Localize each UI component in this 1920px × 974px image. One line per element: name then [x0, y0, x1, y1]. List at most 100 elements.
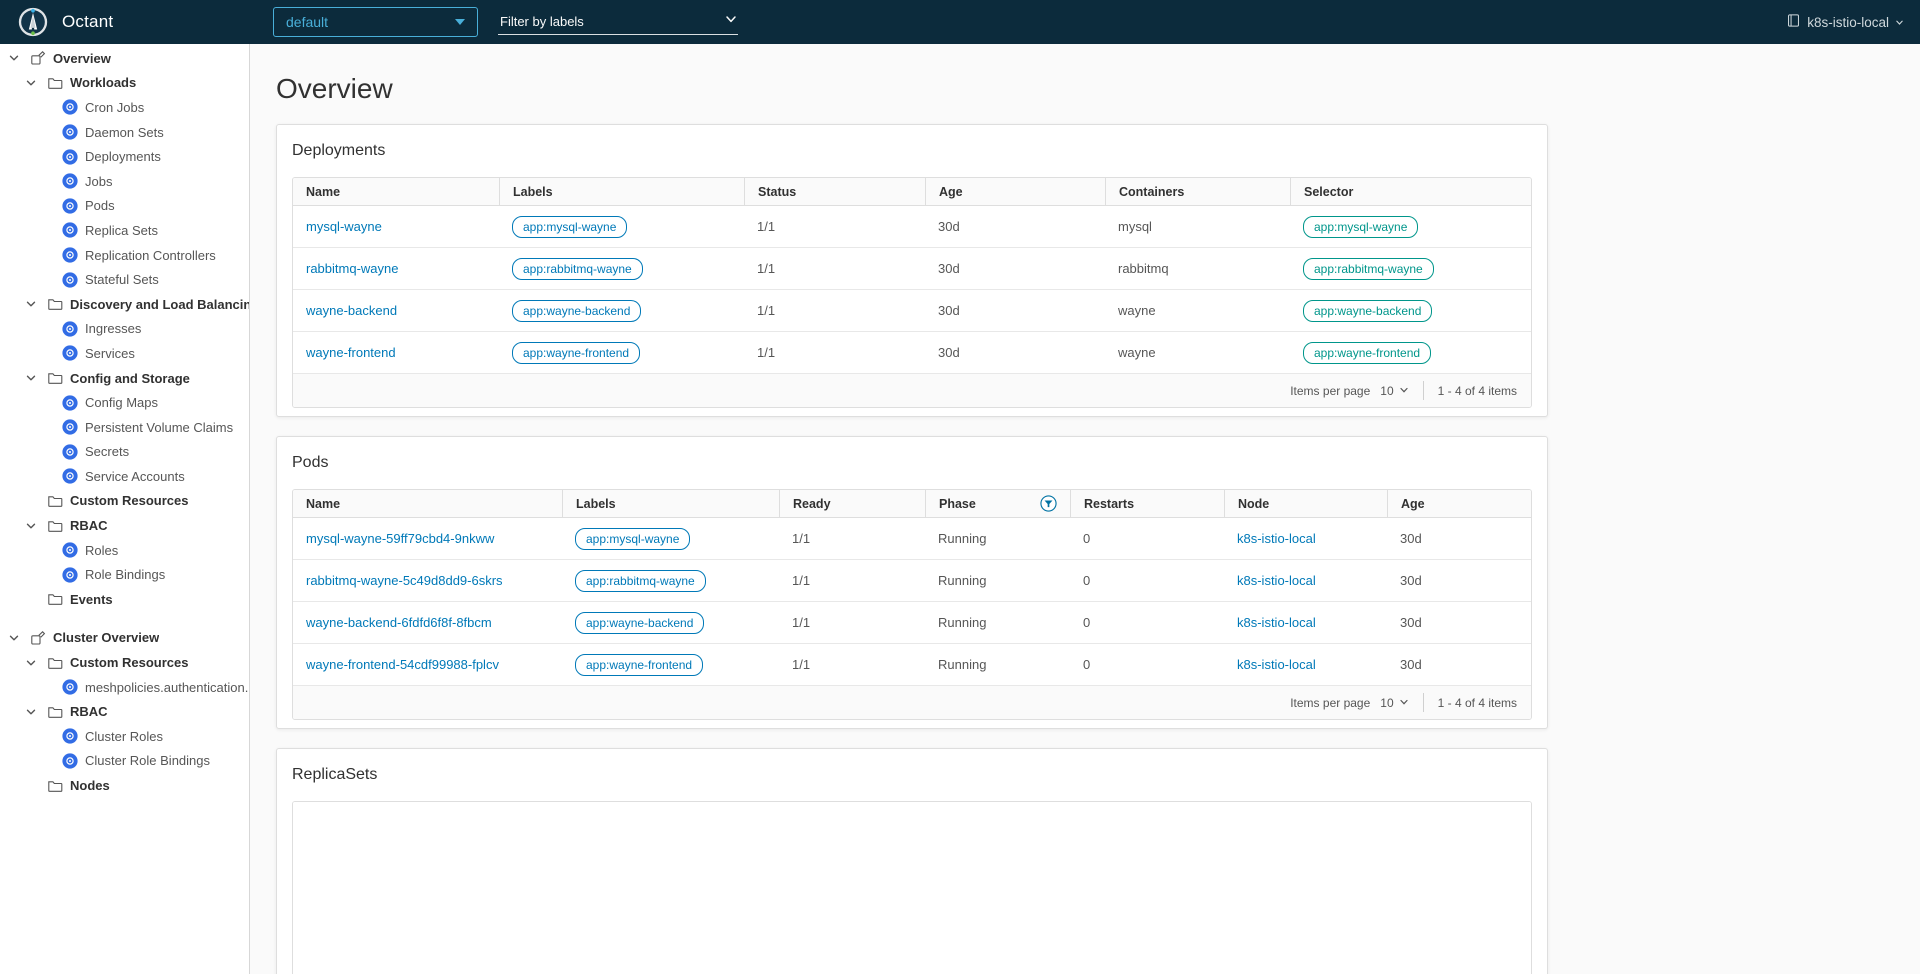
cell-value: wayne [1118, 303, 1156, 318]
filter-icon[interactable] [1040, 495, 1057, 512]
label-filter-select[interactable]: Filter by labels [498, 8, 738, 35]
column-header-label: Name [306, 184, 341, 199]
sidebar-item-cluster-role-bindings[interactable]: Cluster Role Bindings [0, 749, 249, 774]
sidebar-item-rbac[interactable]: RBAC [0, 513, 249, 538]
sidebar-item-meshpolicies-authentication-isti[interactable]: meshpolicies.authentication.isti [0, 675, 249, 700]
cell-value: 1/1 [792, 615, 811, 630]
namespace-selector[interactable]: default [273, 7, 478, 37]
sidebar-item-label: Config Maps [85, 395, 158, 411]
section-title: ReplicaSets [292, 766, 378, 783]
cell-value: Running [938, 573, 987, 588]
sidebar-item-deployments[interactable]: Deployments [0, 144, 249, 169]
sidebar-item-daemon-sets[interactable]: Daemon Sets [0, 120, 249, 145]
chevron-down-icon[interactable] [25, 657, 37, 669]
cell-age: 30d [925, 206, 1105, 247]
name-link[interactable]: rabbitmq-wayne [306, 261, 399, 276]
section-card-replicasets: ReplicaSets [276, 748, 1548, 974]
sidebar-item-secrets[interactable]: Secrets [0, 440, 249, 465]
column-header-phase: Phase [925, 490, 1070, 517]
sidebar-item-discovery-and-load-balancing[interactable]: Discovery and Load Balancing [0, 292, 249, 317]
chevron-down-icon [1399, 696, 1409, 710]
column-header-ready: Ready [779, 490, 925, 517]
sidebar-item-cluster-overview[interactable]: Cluster Overview [0, 626, 249, 651]
sidebar-item-label: Overview [53, 50, 111, 66]
page-title: Overview [276, 73, 393, 104]
sidebar-item-rbac[interactable]: RBAC [0, 699, 249, 724]
column-header-labels: Labels [499, 178, 744, 205]
name-link[interactable]: mysql-wayne [306, 219, 382, 234]
name-link[interactable]: wayne-frontend [306, 345, 396, 360]
chevron-down-icon[interactable] [25, 706, 37, 718]
sidebar-item-custom-resources[interactable]: Custom Resources [0, 489, 249, 514]
section-card-deployments: Deployments Name Labels Status Age Containers… [276, 124, 1548, 417]
pagination-range: 1 - 4 of 4 items [1422, 693, 1521, 712]
chevron-down-icon[interactable] [25, 372, 37, 384]
column-header-node: Node [1224, 490, 1387, 517]
name-link[interactable]: mysql-wayne-59ff79cbd4-9nkww [306, 531, 495, 546]
sidebar-item-pods[interactable]: Pods [0, 194, 249, 219]
name-link[interactable]: wayne-backend [306, 303, 398, 318]
sidebar-item-events[interactable]: Events [0, 587, 249, 612]
node-link[interactable]: k8s-istio-local [1237, 531, 1316, 546]
node-link[interactable]: k8s-istio-local [1237, 657, 1316, 672]
ingresses-icon [62, 321, 78, 337]
chevron-down-icon[interactable] [25, 520, 37, 532]
cell-node: k8s-istio-local [1224, 518, 1387, 559]
sidebar-item-services[interactable]: Services [0, 341, 249, 366]
cell-value: 0 [1083, 531, 1091, 546]
cell-labels: app:wayne-backend [562, 602, 779, 643]
sidebar-item-service-accounts[interactable]: Service Accounts [0, 464, 249, 489]
label-chip: app:mysql-wayne [575, 527, 691, 550]
name-link[interactable]: wayne-frontend-54cdf99988-fplcv [306, 657, 499, 672]
cell-phase: Running [925, 518, 1070, 559]
sidebar-item-label: Replica Sets [85, 222, 158, 238]
sidebar-item-roles[interactable]: Roles [0, 538, 249, 563]
node-link[interactable]: k8s-istio-local [1237, 573, 1316, 588]
cell-value: Running [938, 615, 987, 630]
node-link[interactable]: k8s-istio-local [1237, 615, 1316, 630]
sidebar-item-config-maps[interactable]: Config Maps [0, 390, 249, 415]
sidebar-item-persistent-volume-claims[interactable]: Persistent Volume Claims [0, 415, 249, 440]
sidebar-item-stateful-sets[interactable]: Stateful Sets [0, 267, 249, 292]
table-footer: Items per page 10 1 - 4 of 4 items [293, 374, 1531, 407]
sidebar-item-config-and-storage[interactable]: Config and Storage [0, 366, 249, 391]
sidebar-item-nodes[interactable]: Nodes [0, 773, 249, 798]
sidebar-item-jobs[interactable]: Jobs [0, 169, 249, 194]
table-header-row: Name Labels Status Age Containers Selector [293, 178, 1531, 206]
cell-ready: 1/1 [779, 644, 925, 685]
sidebar-item-workloads[interactable]: Workloads [0, 71, 249, 96]
sidebar-item-replication-controllers[interactable]: Replication Controllers [0, 243, 249, 268]
sidebar-item-overview[interactable]: Overview [0, 46, 249, 71]
column-header-age: Age [925, 178, 1105, 205]
sidebar-item-ingresses[interactable]: Ingresses [0, 317, 249, 342]
brand: Octant [18, 7, 113, 37]
page-size-select[interactable]: 10 [1380, 384, 1408, 398]
column-header-label: Status [758, 184, 797, 199]
services-icon [62, 345, 78, 362]
sidebar-item-label: Pods [85, 198, 115, 214]
name-link[interactable]: wayne-backend-6fdfd6f8f-8fbcm [306, 615, 492, 630]
chevron-down-icon[interactable] [25, 298, 37, 310]
sidebar-item-replica-sets[interactable]: Replica Sets [0, 218, 249, 243]
sidebar-item-cluster-roles[interactable]: Cluster Roles [0, 724, 249, 749]
cell-name: rabbitmq-wayne [293, 248, 499, 289]
chevron-down-icon[interactable] [25, 77, 37, 89]
sidebar-item-cron-jobs[interactable]: Cron Jobs [0, 95, 249, 120]
pods-icon [62, 198, 78, 214]
sidebar-item-role-bindings[interactable]: Role Bindings [0, 562, 249, 587]
page-size-select[interactable]: 10 [1380, 696, 1408, 710]
table-row: wayne-backend-6fdfd6f8f-8fbcm app:wayne-b… [293, 602, 1531, 644]
column-header-label: Selector [1304, 184, 1354, 199]
cell-value: 1/1 [792, 531, 811, 546]
column-header-label: Name [306, 496, 341, 511]
chevron-down-icon [724, 12, 738, 31]
sidebar-item-label: RBAC [70, 518, 108, 534]
label-chip: app:wayne-frontend [512, 341, 641, 364]
name-link[interactable]: rabbitmq-wayne-5c49d8dd9-6skrs [306, 573, 503, 588]
empty-table-body [293, 802, 1531, 974]
chevron-down-icon[interactable] [8, 632, 20, 644]
context-selector[interactable]: k8s-istio-local [1786, 0, 1904, 44]
sidebar-item-label: Service Accounts [85, 468, 185, 484]
chevron-down-icon[interactable] [8, 52, 20, 64]
sidebar-item-custom-resources[interactable]: Custom Resources [0, 650, 249, 675]
